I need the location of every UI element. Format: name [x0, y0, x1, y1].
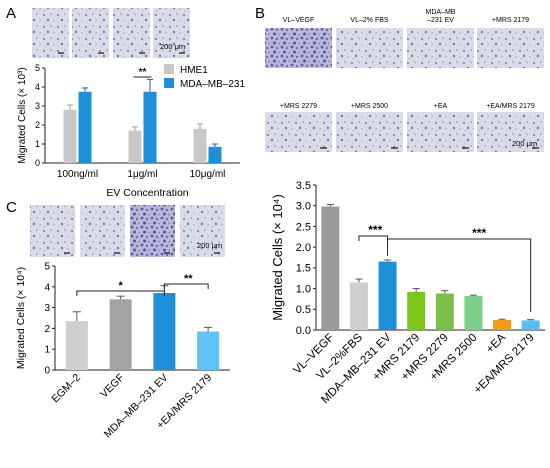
- micrograph-label: +MRS 2279: [280, 103, 317, 110]
- panel-a-micrographs: 200 μm: [32, 8, 190, 58]
- micrograph-c3: [130, 205, 175, 257]
- y-tick-label: 1: [35, 139, 40, 149]
- y-tick-label: 0.5: [296, 304, 311, 316]
- micrograph-a2: [72, 8, 109, 58]
- scale-label: 200 μm: [197, 241, 222, 250]
- legend-swatch: [164, 64, 174, 74]
- bar: [197, 331, 220, 370]
- y-tick-label: 1.5: [296, 263, 311, 275]
- micrograph: [407, 28, 474, 68]
- micrograph-c4: [180, 205, 225, 257]
- micrograph-label: VL–VEGF: [283, 17, 315, 24]
- micrograph-c2: [80, 205, 125, 257]
- scale-label: 200 μm: [512, 139, 537, 148]
- y-tick-label: 3.5: [296, 180, 311, 192]
- bar: [63, 109, 77, 163]
- significance-label: *: [118, 280, 123, 292]
- bar: [435, 293, 454, 330]
- bar: [153, 293, 176, 370]
- y-tick-label: 3: [44, 303, 50, 314]
- micrograph: [265, 28, 332, 68]
- legend-swatch: [164, 78, 174, 88]
- y-tick-label: 5: [35, 63, 40, 73]
- legend-label: MDA–MB–231: [180, 79, 245, 90]
- micrograph-label: VL–2% FBS: [350, 17, 388, 24]
- significance-label: ***: [472, 226, 486, 240]
- y-tick-label: 3: [35, 101, 40, 111]
- y-axis-label: Migrated Cells (× 10³): [17, 67, 28, 163]
- panel-b-micrographs: VL–VEGF VL–2% FBS MDA–MB–231 EV +MRS 2179 +M…: [265, 9, 544, 152]
- bar: [349, 282, 368, 330]
- significance-label: **: [184, 273, 193, 285]
- bar: [208, 146, 222, 163]
- y-tick-label: 0: [44, 366, 50, 377]
- micrograph: [477, 112, 544, 152]
- bar: [378, 261, 397, 330]
- y-tick-label: 3.0: [296, 201, 311, 213]
- panel-letter-b: B: [255, 5, 265, 22]
- panel-letter-c: C: [6, 199, 17, 216]
- x-tick-label: 10μg/ml: [190, 169, 226, 180]
- bar: [521, 320, 540, 330]
- x-axis-label: EV Concentration: [106, 187, 188, 199]
- y-tick-label: 5: [44, 262, 50, 273]
- bar: [143, 91, 157, 163]
- y-tick-label: 0: [35, 158, 40, 168]
- significance-label: **: [139, 67, 147, 78]
- scale-label: 200 μm: [160, 42, 185, 51]
- micrograph-label: +EA/MRS 2179: [486, 103, 535, 110]
- bar: [493, 320, 512, 330]
- x-tick-label: 100ng/ml: [57, 169, 98, 180]
- bar: [128, 130, 142, 163]
- micrograph-a3: [113, 8, 150, 58]
- y-tick-label: 4: [44, 282, 50, 293]
- bar: [65, 321, 88, 370]
- micrograph-label: –231 EV: [427, 17, 454, 24]
- micrograph-a4: [153, 8, 190, 58]
- x-tick-label: 1μg/ml: [127, 169, 157, 180]
- y-tick-label: 1.0: [296, 283, 311, 295]
- bar: [321, 206, 340, 330]
- y-tick-label: 2.5: [296, 221, 311, 233]
- legend-label: HME1: [180, 65, 208, 76]
- y-axis-label: Migrated Cells (× 10⁴): [270, 194, 285, 321]
- micrograph-label: +EA: [434, 103, 448, 110]
- x-tick-label: +EA: [484, 331, 508, 355]
- panel-letter-a: A: [6, 5, 16, 22]
- micrograph: [336, 112, 403, 152]
- bar: [407, 291, 426, 330]
- micrograph-a1: [32, 8, 69, 58]
- bar: [78, 91, 92, 163]
- y-tick-label: 2: [44, 324, 50, 335]
- y-tick-label: 0.0: [296, 325, 311, 337]
- y-tick-label: 2.0: [296, 242, 311, 254]
- bar: [193, 128, 207, 163]
- y-axis-label: Migrated Cells (× 10⁴): [15, 267, 27, 369]
- panel-c-micrographs: 200 μm: [30, 205, 225, 257]
- chart-b: 0.00.51.01.52.02.53.03.5VL–VEGFVL–2%FBSM…: [270, 180, 545, 406]
- significance-bracket: [163, 283, 209, 289]
- micrograph: [336, 28, 403, 68]
- bar: [109, 299, 132, 370]
- significance-bracket: [76, 290, 165, 296]
- micrograph-label: +MRS 2179: [492, 17, 529, 24]
- micrograph: [407, 112, 474, 152]
- micrograph-label: +MRS 2500: [351, 103, 388, 110]
- micrograph: [477, 28, 544, 68]
- micrograph-c1: [30, 205, 75, 257]
- bar: [464, 296, 483, 330]
- y-tick-label: 2: [35, 120, 40, 130]
- significance-bracket: [387, 238, 532, 312]
- y-tick-label: 4: [35, 82, 40, 92]
- significance-label: ***: [368, 223, 382, 237]
- x-tick-label: VEGF: [98, 372, 127, 401]
- y-tick-label: 1: [44, 345, 50, 356]
- micrograph: [265, 112, 332, 152]
- x-tick-label: EGM–2: [49, 372, 83, 406]
- micrograph-label: MDA–MB: [426, 9, 456, 16]
